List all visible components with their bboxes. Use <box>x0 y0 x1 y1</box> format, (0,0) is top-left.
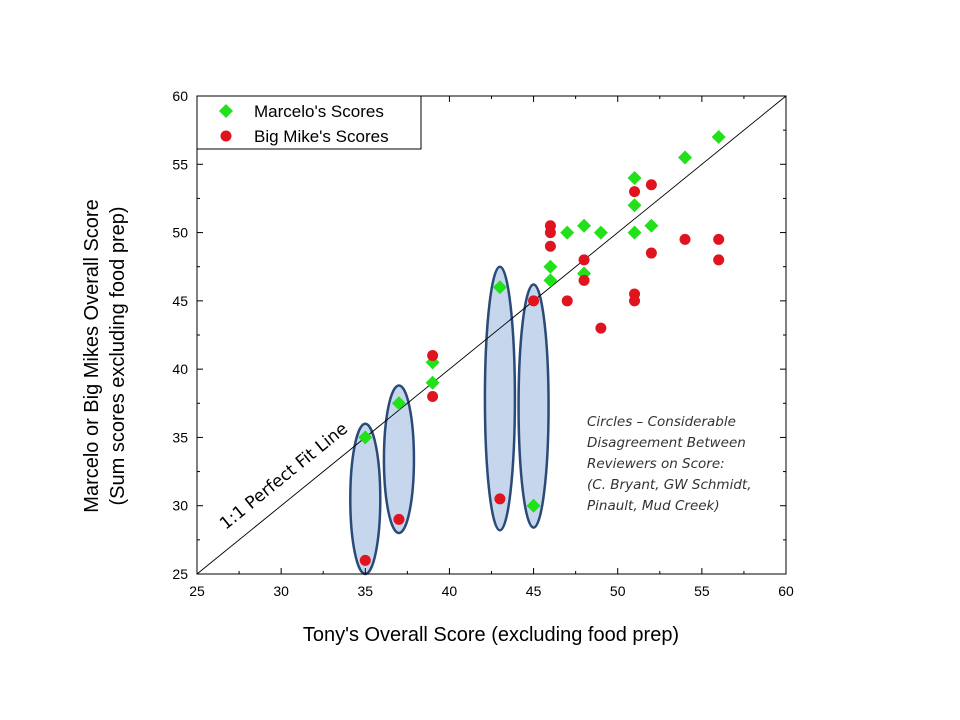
marcelo-point <box>560 225 575 240</box>
x-tick-label: 30 <box>273 583 289 599</box>
y-axis-title-line: Marcelo or Big Mikes Overall Score <box>81 199 103 512</box>
legend-marker-circle <box>220 130 232 142</box>
big-mike-point <box>713 254 725 266</box>
big-mike-point <box>645 247 657 259</box>
marcelo-point <box>678 150 693 165</box>
marcelo-point <box>391 396 406 411</box>
legend-label: Marcelo's Scores <box>254 102 384 121</box>
big-mike-point <box>645 179 657 191</box>
annotation-note: Circles – Considerable Disagreement Betwe… <box>587 414 752 514</box>
legend: Marcelo's Scores Big Mike's Scores <box>196 95 422 150</box>
y-tick-label: 55 <box>172 156 188 172</box>
marcelo-point <box>543 259 558 274</box>
y-tick-label: 60 <box>172 88 188 104</box>
big-mike-point <box>595 322 607 334</box>
y-tick-label: 25 <box>172 566 188 582</box>
highlight-ellipses <box>349 265 550 576</box>
x-tick-label: 35 <box>357 583 373 599</box>
marcelo-point <box>593 225 608 240</box>
big-mike-point <box>544 240 556 252</box>
legend-box <box>196 95 422 150</box>
big-mike-point <box>629 186 641 198</box>
x-tick-label: 25 <box>189 583 205 599</box>
marcelo-point <box>627 170 642 185</box>
marcelo-point <box>644 218 659 233</box>
highlight-ellipse-2 <box>382 384 416 535</box>
big-mike-point <box>494 493 506 505</box>
marcelo-point <box>358 430 373 445</box>
highlight-ellipse-3 <box>483 265 517 532</box>
big-mike-point <box>393 513 405 525</box>
annotation-line: Reviewers on Score: <box>587 456 725 472</box>
marcelo-point <box>526 498 541 513</box>
legend-label: Big Mike's Scores <box>254 127 389 146</box>
big-mike-point <box>427 390 439 402</box>
marcelo-point <box>425 375 440 390</box>
annotation-line: (C. Bryant, GW Schmidt, <box>587 477 752 493</box>
legend-marker-diamond <box>219 104 233 118</box>
marcelo-point <box>492 280 507 295</box>
big-mike-point <box>578 274 590 286</box>
annotation-line: Disagreement Between <box>587 435 746 451</box>
x-axis-title: Tony's Overall Score (excluding food pre… <box>303 624 679 646</box>
y-tick-label: 40 <box>172 361 188 377</box>
marcelo-point <box>711 129 726 144</box>
annotation-line: Circles – Considerable <box>587 414 736 430</box>
annotation-line: Pinault, Mud Creek) <box>587 498 720 514</box>
big-mike-point <box>544 227 556 239</box>
y-tick-label: 45 <box>172 293 188 309</box>
marcelo-point <box>627 225 642 240</box>
big-mike-point <box>679 233 691 245</box>
marcelo-point <box>577 218 592 233</box>
x-tick-label: 60 <box>778 583 794 599</box>
big-mike-point <box>629 295 641 307</box>
x-tick-label: 55 <box>694 583 710 599</box>
marcelo-point <box>627 198 642 213</box>
data-points <box>358 129 726 566</box>
big-mike-point <box>713 233 725 245</box>
y-tick-label: 35 <box>172 429 188 445</box>
big-mike-point <box>359 554 371 566</box>
big-mike-point <box>528 295 540 307</box>
marcelo-point <box>543 273 558 288</box>
big-mike-point <box>578 254 590 266</box>
big-mike-point <box>427 349 439 361</box>
perfect-fit-line <box>196 95 787 575</box>
big-mike-point <box>561 295 573 307</box>
y-axis-title-line: (Sum scores excluding food prep) <box>107 206 129 505</box>
x-tick-label: 50 <box>610 583 626 599</box>
x-tick-label: 40 <box>442 583 458 599</box>
y-axis-title: Marcelo or Big Mikes Overall Score (Sum s… <box>81 199 129 512</box>
y-tick-label: 30 <box>172 498 188 514</box>
x-tick-label: 45 <box>526 583 542 599</box>
axes: 25 30 35 40 45 50 55 60 25 30 35 40 45 50 55 60 <box>172 88 794 599</box>
highlight-ellipse-4 <box>517 283 550 529</box>
y-tick-label: 50 <box>172 225 188 241</box>
